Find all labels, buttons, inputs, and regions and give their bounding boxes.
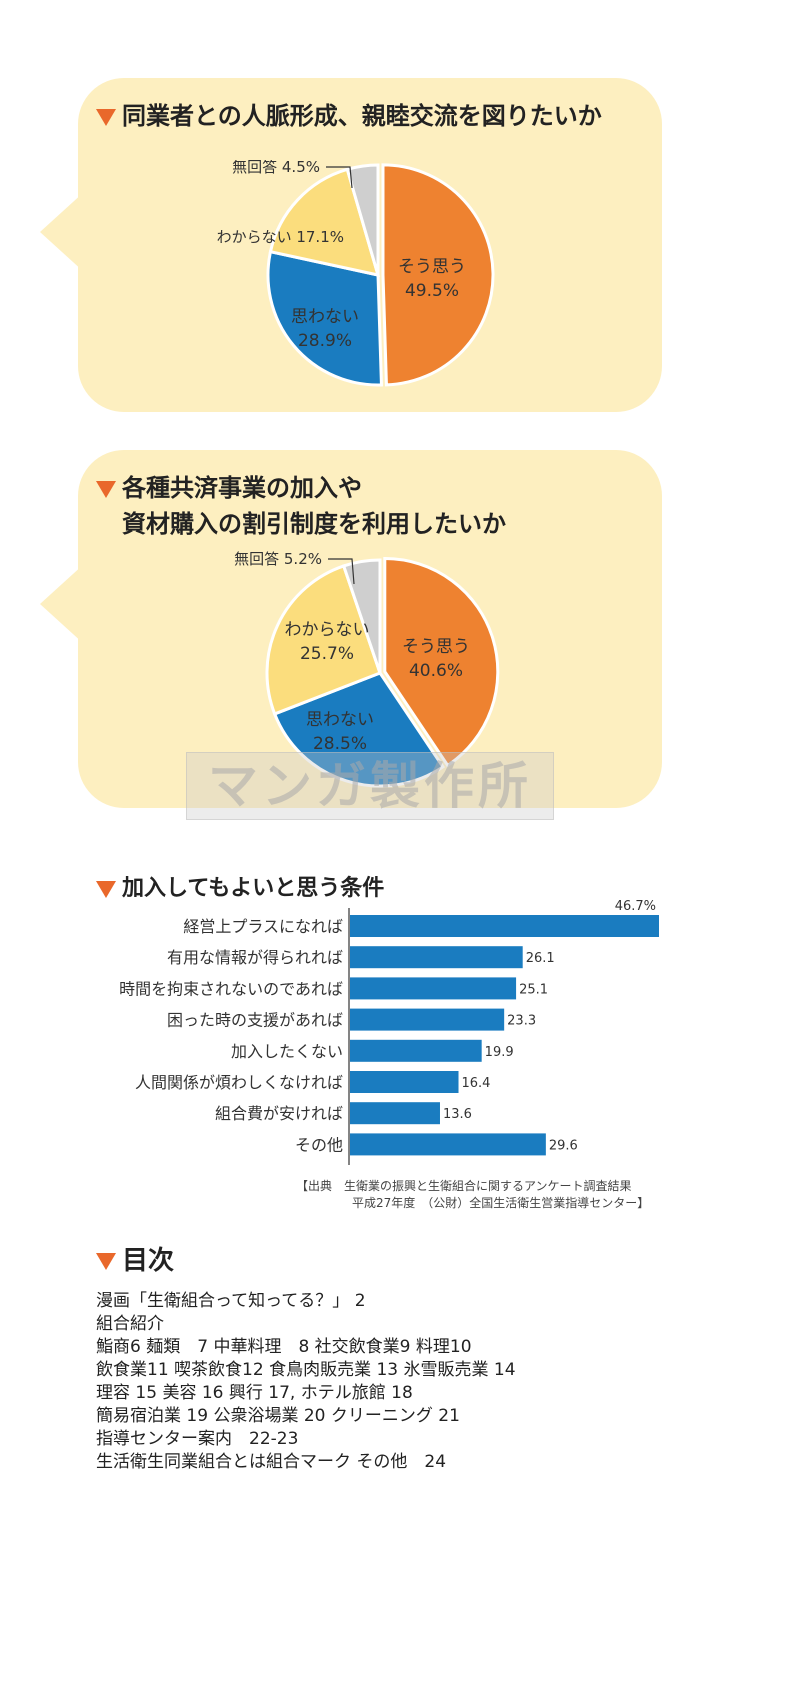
bar-value-label: 13.6 bbox=[443, 1107, 472, 1122]
toc-line: 理容 15 美容 16 興行 17, ホテル旅館 18 bbox=[96, 1383, 413, 1403]
pie-leader-line bbox=[328, 558, 355, 585]
bar-category-label: 時間を拘束されないのであれば bbox=[119, 979, 343, 998]
bar-6 bbox=[350, 1102, 440, 1125]
question-title-1: 同業者との人脈形成、親睦交流を図りたいか bbox=[96, 98, 602, 134]
bar-value-label: 16.4 bbox=[462, 1076, 491, 1091]
pie-slice-2 bbox=[268, 167, 381, 277]
bar-value-label: 46.7% bbox=[615, 899, 656, 914]
bar-category-label: 困った時の支援があれば bbox=[167, 1011, 343, 1030]
watermark: マンガ製作所 bbox=[186, 752, 554, 820]
triangle-marker-icon bbox=[96, 108, 116, 126]
pie-label-2: わからない bbox=[285, 620, 370, 640]
bar-5 bbox=[350, 1071, 459, 1093]
pie-slice-0 bbox=[383, 557, 500, 768]
toc-line: 組合紹介 bbox=[96, 1314, 164, 1334]
pie-slice-3 bbox=[341, 558, 382, 674]
pie-label-1: 思わない bbox=[291, 307, 359, 327]
pie-label-1: 思わない bbox=[306, 710, 374, 730]
pie-label-0: そう思う bbox=[402, 637, 470, 657]
pie-value-0: 49.5% bbox=[405, 281, 459, 301]
bar-3 bbox=[350, 1008, 505, 1031]
bubble-tail-2 bbox=[40, 564, 84, 644]
toc-list: 漫画「生衛組合って知ってる？」 2 組合紹介鮨商6 麺類 7 中華料理 8 社交飲… bbox=[96, 1290, 516, 1474]
toc-line: 簡易宿泊業 19 公衆浴場業 20 クリーニング 21 bbox=[96, 1406, 460, 1426]
bar-category-label: 人間関係が煩わしくなければ bbox=[135, 1073, 343, 1092]
pie-label-0: そう思う bbox=[398, 257, 466, 277]
bar-value-label: 29.6 bbox=[549, 1138, 578, 1153]
pie-slice-3 bbox=[345, 163, 380, 276]
bar-value-label: 19.9 bbox=[485, 1045, 514, 1060]
bar-value-label: 23.3 bbox=[507, 1014, 536, 1029]
bar-category-label: その他 bbox=[295, 1135, 343, 1154]
bar-7 bbox=[350, 1133, 546, 1156]
pie-leader-line bbox=[326, 166, 353, 189]
source-line-1: 【出典 生衛業の振興と生衛組合に関するアンケート調査結果 bbox=[296, 1179, 632, 1193]
toc-line: 指導センター案内 22-23 bbox=[96, 1429, 299, 1449]
triangle-marker-icon bbox=[96, 880, 116, 898]
question-title-2-line2: 資材購入の割引制度を利用したいか bbox=[122, 510, 506, 538]
toc-line: 鮨商6 麺類 7 中華料理 8 社交飲食業9 料理10 bbox=[96, 1337, 472, 1357]
toc-title: 目次 bbox=[96, 1240, 174, 1277]
pie-label-3: 無回答 5.2% bbox=[234, 550, 322, 568]
pie-label-2: わからない 17.1% bbox=[217, 228, 344, 246]
pie-slice-0 bbox=[381, 163, 495, 387]
question-title-1-text: 同業者との人脈形成、親睦交流を図りたいか bbox=[122, 102, 602, 130]
pie-chart-2: そう思う 40.6% 思わない 28.5% わからない 25.7% 無回答 5.2% bbox=[234, 550, 500, 788]
toc-line: 漫画「生衛組合って知ってる？」 2 bbox=[96, 1291, 366, 1311]
pie-value-1: 28.5% bbox=[313, 734, 367, 754]
bar-0 bbox=[350, 915, 659, 937]
toc-title-text: 目次 bbox=[122, 1246, 175, 1276]
pie-label-3: 無回答 4.5% bbox=[232, 160, 320, 176]
bar-category-label: 組合費が安ければ bbox=[215, 1104, 343, 1123]
source-line-2: 平成27年度 （公財）全国生活衛生営業指導センター】 bbox=[352, 1196, 650, 1210]
triangle-marker-icon bbox=[96, 480, 116, 498]
pie-slice-1 bbox=[272, 671, 446, 788]
triangle-marker-icon bbox=[96, 1253, 116, 1270]
bar-4 bbox=[350, 1039, 482, 1062]
bar-1 bbox=[350, 946, 523, 969]
bar-section-title: 加入してもよいと思う条件 bbox=[96, 870, 384, 902]
toc-line: 飲食業11 喫茶飲食12 食鳥肉販売業 13 氷雪販売業 14 bbox=[96, 1360, 516, 1380]
bar-category-label: 加入したくない bbox=[231, 1042, 343, 1061]
bar-section-title-text: 加入してもよいと思う条件 bbox=[122, 876, 385, 901]
source-citation: 【出典 生衛業の振興と生衛組合に関するアンケート調査結果 平成27年度 （公財）… bbox=[296, 1178, 649, 1212]
bar-chart: 経営上プラスになれば 46.7% 有用な情報が得られれば 26.1 時間を拘束されないの… bbox=[119, 899, 659, 1165]
pie-slice-1 bbox=[266, 249, 384, 387]
pie-slice-2 bbox=[265, 564, 382, 716]
bar-category-label: 有用な情報が得られれば bbox=[167, 948, 343, 967]
bar-value-label: 25.1 bbox=[519, 982, 548, 997]
pie-chart-1: そう思う 49.5% 思わない 28.9% わからない 17.1% 無回答 4.5% bbox=[217, 160, 495, 387]
pie-value-2: 25.7% bbox=[300, 644, 354, 664]
toc-line: 生活衛生同業組合とは組合マーク その他 24 bbox=[96, 1452, 447, 1472]
bubble-tail-1 bbox=[40, 192, 84, 272]
question-title-2: 各種共済事業の加入や 資材購入の割引制度を利用したいか bbox=[96, 470, 506, 542]
bar-value-label: 26.1 bbox=[526, 951, 555, 966]
pie-value-1: 28.9% bbox=[298, 331, 352, 351]
bar-2 bbox=[350, 977, 517, 1000]
pie-value-0: 40.6% bbox=[409, 661, 463, 681]
question-title-2-line1: 各種共済事業の加入や bbox=[122, 474, 362, 502]
bar-category-label: 経営上プラスになれば bbox=[183, 917, 343, 936]
